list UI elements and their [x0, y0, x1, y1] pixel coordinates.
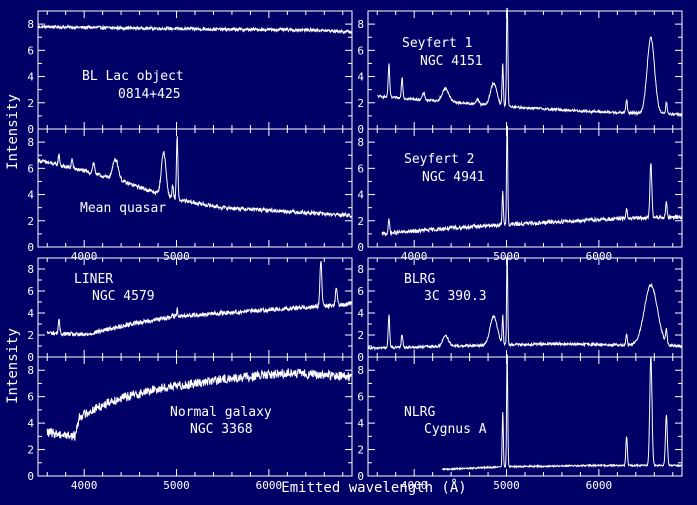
spectrum-line: [377, 7, 683, 117]
y-axis-label-bottom: Intensity: [5, 328, 21, 404]
panel-label: NGC 4941: [422, 170, 485, 185]
y-tick-label: 0: [27, 470, 34, 483]
y-tick-label: 4: [357, 189, 364, 202]
y-tick-label: 0: [357, 241, 364, 254]
x-tick-label: 5000: [163, 250, 190, 263]
x-tick-label: 4000: [71, 479, 98, 492]
x-tick-label: 4000: [71, 250, 98, 263]
y-tick-label: 8: [357, 364, 364, 377]
y-tick-label: 0: [27, 123, 34, 136]
y-tick-label: 6: [357, 44, 364, 57]
panel-label: NGC 4151: [420, 54, 483, 69]
x-tick-label: 5000: [493, 479, 520, 492]
y-tick-label: 6: [27, 162, 34, 175]
y-axis-label-top: Intensity: [5, 94, 21, 170]
panel-nlrg: 0 2 4 6 8 4000 5000 6000 NLRG Cygnus A: [357, 354, 683, 492]
y-tick-label: 6: [27, 391, 34, 404]
y-tick-label: 2: [27, 444, 34, 457]
panel-label: 3C 390.3: [424, 289, 487, 304]
y-tick-label: 0: [357, 123, 364, 136]
x-tick-label: 6000: [586, 250, 613, 263]
y-tick-label: 8: [27, 263, 34, 276]
x-tick-label: 5000: [493, 250, 520, 263]
panel-blrg: 0 2 4 6 8 BLRG 3C 390.3: [357, 255, 683, 364]
panel-label: BL Lac object: [82, 69, 184, 84]
panel-seyfert-2: 0 2 4 6 8 4000 5000 6000 Seyfert 2 NGC 4941: [357, 125, 683, 263]
panel-label: Mean quasar: [80, 201, 166, 216]
spectrum-line: [46, 261, 353, 337]
y-tick-label: 2: [27, 329, 34, 342]
panel-label: NLRG: [404, 405, 435, 420]
y-tick-label: 2: [27, 215, 34, 228]
panel-normal-galaxy: 0 2 4 6 8 4000 5000 6000 Normal galaxy NGC 3368: [27, 356, 353, 492]
y-tick-label: 8: [27, 18, 34, 31]
panel-frame: [37, 128, 353, 248]
panel-label: LINER: [74, 272, 113, 287]
x-axis-label: Emitted wavelength (Å): [281, 479, 466, 496]
spectrum-line: [441, 354, 683, 472]
y-tick-label: 8: [27, 136, 34, 149]
spectrum-line: [37, 23, 353, 35]
y-tick-label: 4: [27, 189, 34, 202]
panel-label: Seyfert 1: [402, 36, 472, 51]
y-tick-label: 8: [357, 18, 364, 31]
y-tick-label: 2: [357, 444, 364, 457]
x-tick-label: 4000: [401, 250, 428, 263]
panel-bl-lac: 0 2 4 6 8 BL Lac object 0814+425: [27, 10, 353, 136]
panel-label: Normal galaxy: [170, 405, 272, 420]
y-tick-label: 0: [357, 351, 364, 364]
spectrum-line: [37, 135, 353, 219]
y-tick-label: 2: [357, 329, 364, 342]
y-tick-label: 4: [27, 71, 34, 84]
y-tick-label: 2: [27, 97, 34, 110]
y-tick-label: 4: [357, 307, 364, 320]
spectrum-line: [381, 125, 683, 238]
y-tick-label: 4: [27, 417, 34, 430]
y-tick-label: 2: [357, 97, 364, 110]
panel-label: NGC 3368: [190, 422, 253, 437]
panel-label: Seyfert 2: [404, 152, 474, 167]
y-tick-label: 4: [27, 307, 34, 320]
spectrum-line: [367, 255, 683, 352]
y-tick-label: 0: [27, 241, 34, 254]
y-tick-label: 0: [27, 351, 34, 364]
panel-liner: 0 2 4 6 8 LINER NGC 4579: [27, 257, 353, 364]
panel-mean-quasar: 0 2 4 6 8 4000 5000 Mean quasar: [27, 128, 353, 263]
y-tick-label: 2: [357, 215, 364, 228]
spectrum-line: [46, 368, 353, 441]
panel-label: Cygnus A: [424, 422, 487, 437]
y-tick-label: 6: [357, 285, 364, 298]
y-tick-label: 4: [357, 417, 364, 430]
panel-label: BLRG: [404, 272, 435, 287]
y-tick-label: 8: [357, 136, 364, 149]
x-tick-label: 6000: [256, 479, 283, 492]
y-tick-label: 6: [357, 391, 364, 404]
y-tick-label: 6: [357, 162, 364, 175]
x-tick-label: 6000: [586, 479, 613, 492]
panel-label: 0814+425: [118, 87, 181, 102]
y-tick-label: 0: [357, 470, 364, 483]
panel-label: NGC 4579: [92, 289, 155, 304]
y-tick-label: 8: [357, 263, 364, 276]
y-tick-label: 4: [357, 71, 364, 84]
y-tick-label: 6: [27, 285, 34, 298]
panel-seyfert-1: 0 2 4 6 8 Seyfert 1 NGC 4151: [357, 7, 683, 136]
x-tick-label: 4000: [401, 479, 428, 492]
x-tick-label: 5000: [163, 479, 190, 492]
y-tick-label: 8: [27, 364, 34, 377]
y-tick-label: 6: [27, 44, 34, 57]
